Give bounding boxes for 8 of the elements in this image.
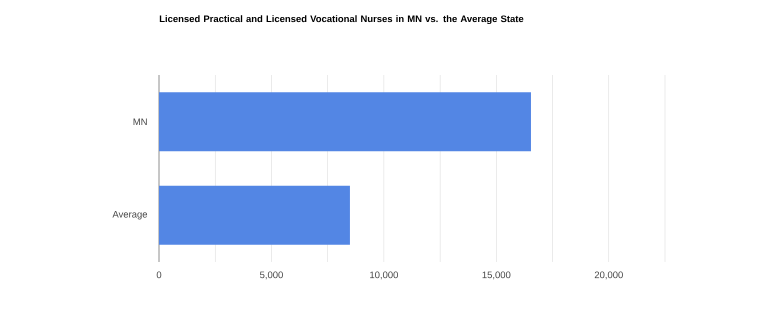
x-tick-label: 0 [156,271,162,278]
x-tick-label: 5,000 [260,271,283,280]
x-tick-label: 15,000 [482,271,510,280]
x-tick-label: 20,000 [594,271,623,280]
chart-title: Licensed Practical and Licensed Vocational Nurses in MN vs. the Average State [160,15,524,24]
x-tick-label: 10,000 [370,271,398,280]
y-tick-label: Average [112,211,148,220]
y-tick-label: MN [134,118,147,126]
